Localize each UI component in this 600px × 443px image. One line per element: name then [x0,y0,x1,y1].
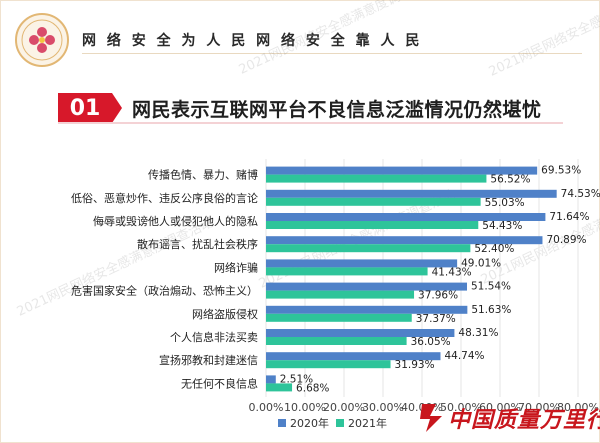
header-slogan: 网 络 安 全 为 人 民 网 络 安 全 靠 人 民 [82,33,423,49]
category-label: 传播色情、暴力、赌博 [148,168,258,182]
category-label: 侮辱或毁谤他人或侵犯他人的隐私 [93,214,258,228]
data-label-2021: 56.52% [490,174,530,186]
header-divider [82,53,582,54]
bar-2021 [266,313,412,322]
bar-2021 [266,267,428,276]
bar-2020 [266,375,276,384]
data-label-2020: 51.63% [471,304,511,316]
bar-2020 [266,213,546,221]
data-label-2021: 36.05% [411,336,451,348]
x-tick-label: 60.00% [479,401,521,414]
data-label-2020: 49.01% [461,257,501,269]
x-tick-label: 0.00% [249,401,284,414]
bar-2021 [266,360,391,369]
bar-2021 [266,337,407,345]
category-label: 网络盗版侵权 [192,307,258,321]
title-underline [58,122,563,124]
category-label: 网络诈骗 [214,260,258,274]
x-tick-label: 70.00% [518,401,560,414]
bar-2021 [266,290,415,299]
section-number: 01 [58,93,112,123]
legend-label-2021: 2021年 [348,416,387,430]
data-label-2021: 37.96% [418,290,458,302]
category-label: 宣扬邪教和封建迷信 [159,353,258,367]
bar-2021 [266,197,481,206]
bar-2020 [266,329,455,337]
brand-mark-icon [420,404,442,432]
section-title-text: 网民表示互联网平台不良信息泛滥情况仍然堪忧 [132,99,542,121]
legend-label-2020: 2020年 [290,416,329,430]
legend-swatch-2020 [278,419,286,427]
data-label-2020: 48.31% [458,327,498,339]
category-label: 散布谣言、扰乱社会秩序 [137,237,258,251]
section-title: 01 网民表示互联网平台不良信息泛滥情况仍然堪忧 [58,93,563,124]
bar-2021 [266,244,471,253]
x-tick-label: 20.00% [323,401,365,414]
data-label-2020: 69.53% [541,165,581,177]
data-label-2020: 51.54% [471,281,511,293]
bar-2020 [266,352,441,361]
data-label-2020: 74.53% [561,188,600,200]
logo-icon [15,13,69,67]
data-label-2021: 37.37% [416,313,456,325]
x-tick-label: 10.00% [284,401,326,414]
bar-2021 [266,174,487,183]
category-label: 危害国家安全（政治煽动、恐怖主义） [71,284,258,298]
data-label-2020: 70.89% [546,234,586,246]
data-label-2020: 44.74% [444,350,484,362]
brand-text: 中国质量万里行 [448,408,600,433]
x-tick-label: 80.00% [557,401,599,414]
legend-swatch-2021 [336,419,344,427]
data-label-2021: 6.68% [296,382,329,394]
category-label: 无任何不良信息 [181,376,258,390]
bar-2020 [266,236,543,245]
section-arrow-icon [112,93,122,123]
bar-2020 [266,305,468,314]
data-label-2020: 2.51% [280,373,313,385]
x-tick-label: 50.00% [440,401,482,414]
bar-2021 [266,221,479,229]
brand-logo: 中国质量万里行 [420,400,600,436]
data-label-2020: 71.64% [549,211,589,223]
data-label-2021: 31.93% [395,359,435,371]
category-label: 个人信息非法买卖 [170,330,258,344]
bar-2020 [266,282,468,291]
data-label-2021: 41.43% [432,266,472,278]
category-label: 低俗、恶意炒作、违反公序良俗的言论 [71,191,258,205]
x-tick-label: 30.00% [362,401,404,414]
bar-2021 [266,383,293,392]
data-label-2021: 54.43% [482,220,522,232]
bar-2020 [266,189,557,198]
bar-2020 [266,259,458,268]
bar-2020 [266,166,538,175]
data-label-2021: 52.40% [474,243,514,255]
data-label-2021: 55.03% [485,197,525,209]
